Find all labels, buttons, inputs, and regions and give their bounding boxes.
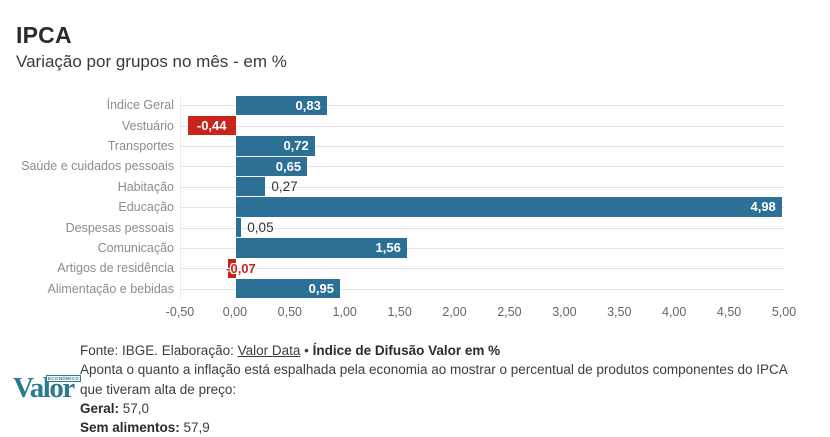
- gridline: [181, 125, 784, 127]
- x-axis-tick: 1,00: [332, 304, 357, 319]
- sem-alimentos-line: Sem alimentos: 57,9: [80, 418, 804, 437]
- value-label: 0,95: [308, 281, 334, 297]
- value-label: 1,56: [375, 240, 401, 256]
- chart-row: Transportes 0,72: [0, 135, 830, 157]
- plot-area: 0,65: [180, 156, 784, 177]
- gridline: [181, 288, 784, 290]
- bar-positive: [235, 197, 782, 217]
- bar-negative: [228, 258, 236, 279]
- chart-row: Saúde e cuidados pessoais 0,65: [0, 156, 830, 177]
- value-label: 0,27: [271, 179, 298, 195]
- gridline: [181, 105, 784, 107]
- geral-value: 57,0: [119, 400, 150, 416]
- x-axis: -0,50 0,00 0,50 1,00 1,50 2,00 2,50 3,00 3,50 4,0…: [166, 304, 796, 325]
- page-title: IPCA: [16, 22, 72, 48]
- x-axis-tick: 0,50: [277, 304, 302, 319]
- x-axis-tick: 4,00: [662, 304, 687, 319]
- plot-area: 0,95: [180, 278, 784, 299]
- chart-row: Alimentação e bebidas 0,95: [0, 278, 830, 299]
- gridline: [181, 166, 784, 168]
- bar-positive: [235, 238, 407, 258]
- plot-area: 0,05: [180, 217, 784, 238]
- bar-positive: [235, 177, 266, 197]
- gridline: [181, 247, 784, 249]
- chart-rows: Índice Geral 0,83 Vestuário -0,44 Transporte…: [0, 95, 830, 299]
- value-label: 0,72: [283, 138, 309, 154]
- category-label: Saúde e cuidados pessoais: [21, 159, 174, 174]
- category-label: Alimentação e bebidas: [47, 281, 174, 296]
- category-label: Vestuário: [121, 118, 174, 133]
- source-text: Fonte: IBGE. Elaboração:: [80, 343, 238, 358]
- value-label: 0,05: [247, 219, 274, 235]
- bar-positive: [235, 217, 242, 238]
- x-axis-tick: 2,50: [497, 304, 522, 319]
- source-separator: •: [300, 343, 313, 358]
- plot-area: -0,44: [180, 115, 784, 136]
- category-label: Habitação: [117, 179, 174, 194]
- value-label: -0,44: [196, 117, 227, 133]
- gridline: [181, 145, 784, 147]
- plot-area: 0,27: [180, 176, 784, 197]
- chart-row: Artigos de residência -0,07: [0, 258, 830, 279]
- x-axis-tick: 1,50: [387, 304, 412, 319]
- bar-positive: [235, 95, 327, 115]
- bar-chart: Índice Geral 0,83 Vestuário -0,44 Transporte…: [0, 95, 830, 325]
- x-axis-tick: 4,50: [716, 304, 742, 319]
- chart-row: Habitação 0,27: [0, 176, 830, 197]
- sem-alimentos-label: Sem alimentos:: [80, 420, 180, 436]
- value-label: 4,98: [750, 199, 776, 215]
- gridline: [181, 227, 784, 229]
- plot-area: -0,07: [180, 258, 784, 279]
- value-label: -0,07: [226, 260, 256, 276]
- bar-positive: [235, 136, 315, 156]
- difusao-description: Aponta o quanto a inflação está espalhad…: [80, 362, 787, 397]
- chart-row: Despesas pessoais 0,05: [0, 217, 830, 238]
- source-line: Fonte: IBGE. Elaboração: Valor Data • Ín…: [80, 341, 804, 360]
- x-axis-tick: 3,00: [552, 304, 577, 319]
- valor-data-link[interactable]: Valor Data: [237, 343, 301, 358]
- gridline: [181, 186, 784, 188]
- category-label: Índice Geral: [106, 98, 174, 113]
- footer: Fonte: IBGE. Elaboração: Valor Data • Ín…: [80, 341, 804, 437]
- plot-area: 0,83: [180, 95, 784, 116]
- chart-row: Índice Geral 0,83: [0, 95, 830, 116]
- value-label: 0,65: [275, 158, 302, 174]
- chart-row: Vestuário -0,44: [0, 115, 830, 136]
- chart-header: IPCA Variação por grupos no mês - em %: [16, 22, 287, 72]
- category-label: Comunicação: [97, 240, 174, 255]
- difusao-title: Índice de Difusão Valor em %: [312, 343, 501, 358]
- valor-logo-economico: ECONÔMICO: [46, 375, 81, 382]
- plot-area: 4,98: [180, 196, 784, 218]
- geral-line: Geral: 57,0: [80, 399, 804, 418]
- x-axis-tick: -0,50: [165, 304, 195, 319]
- sem-alimentos-value: 57,9: [179, 420, 210, 436]
- category-label: Transportes: [107, 138, 174, 153]
- bar-positive: [235, 279, 340, 299]
- category-label: Artigos de residência: [57, 261, 174, 276]
- x-axis-tick: 5,00: [771, 304, 797, 319]
- page-subtitle: Variação por grupos no mês - em %: [16, 52, 287, 71]
- bar-negative: [187, 115, 236, 136]
- plot-area: 0,72: [180, 135, 784, 157]
- gridline: [181, 268, 784, 270]
- x-axis-tick: 3,50: [607, 304, 632, 319]
- bar-positive: [235, 156, 308, 177]
- category-label: Despesas pessoais: [65, 220, 174, 235]
- x-axis-tick: 0,00: [222, 304, 248, 319]
- value-label: 0,83: [295, 97, 321, 113]
- x-axis-tick: 2,00: [442, 304, 467, 319]
- plot-area: 1,56: [180, 237, 784, 259]
- geral-label: Geral:: [80, 400, 120, 416]
- chart-row: Educação 4,98: [0, 196, 830, 218]
- valor-logo: Valor ECONÔMICO: [13, 371, 81, 405]
- category-label: Educação: [118, 200, 174, 215]
- chart-row: Comunicação 1,56: [0, 237, 830, 259]
